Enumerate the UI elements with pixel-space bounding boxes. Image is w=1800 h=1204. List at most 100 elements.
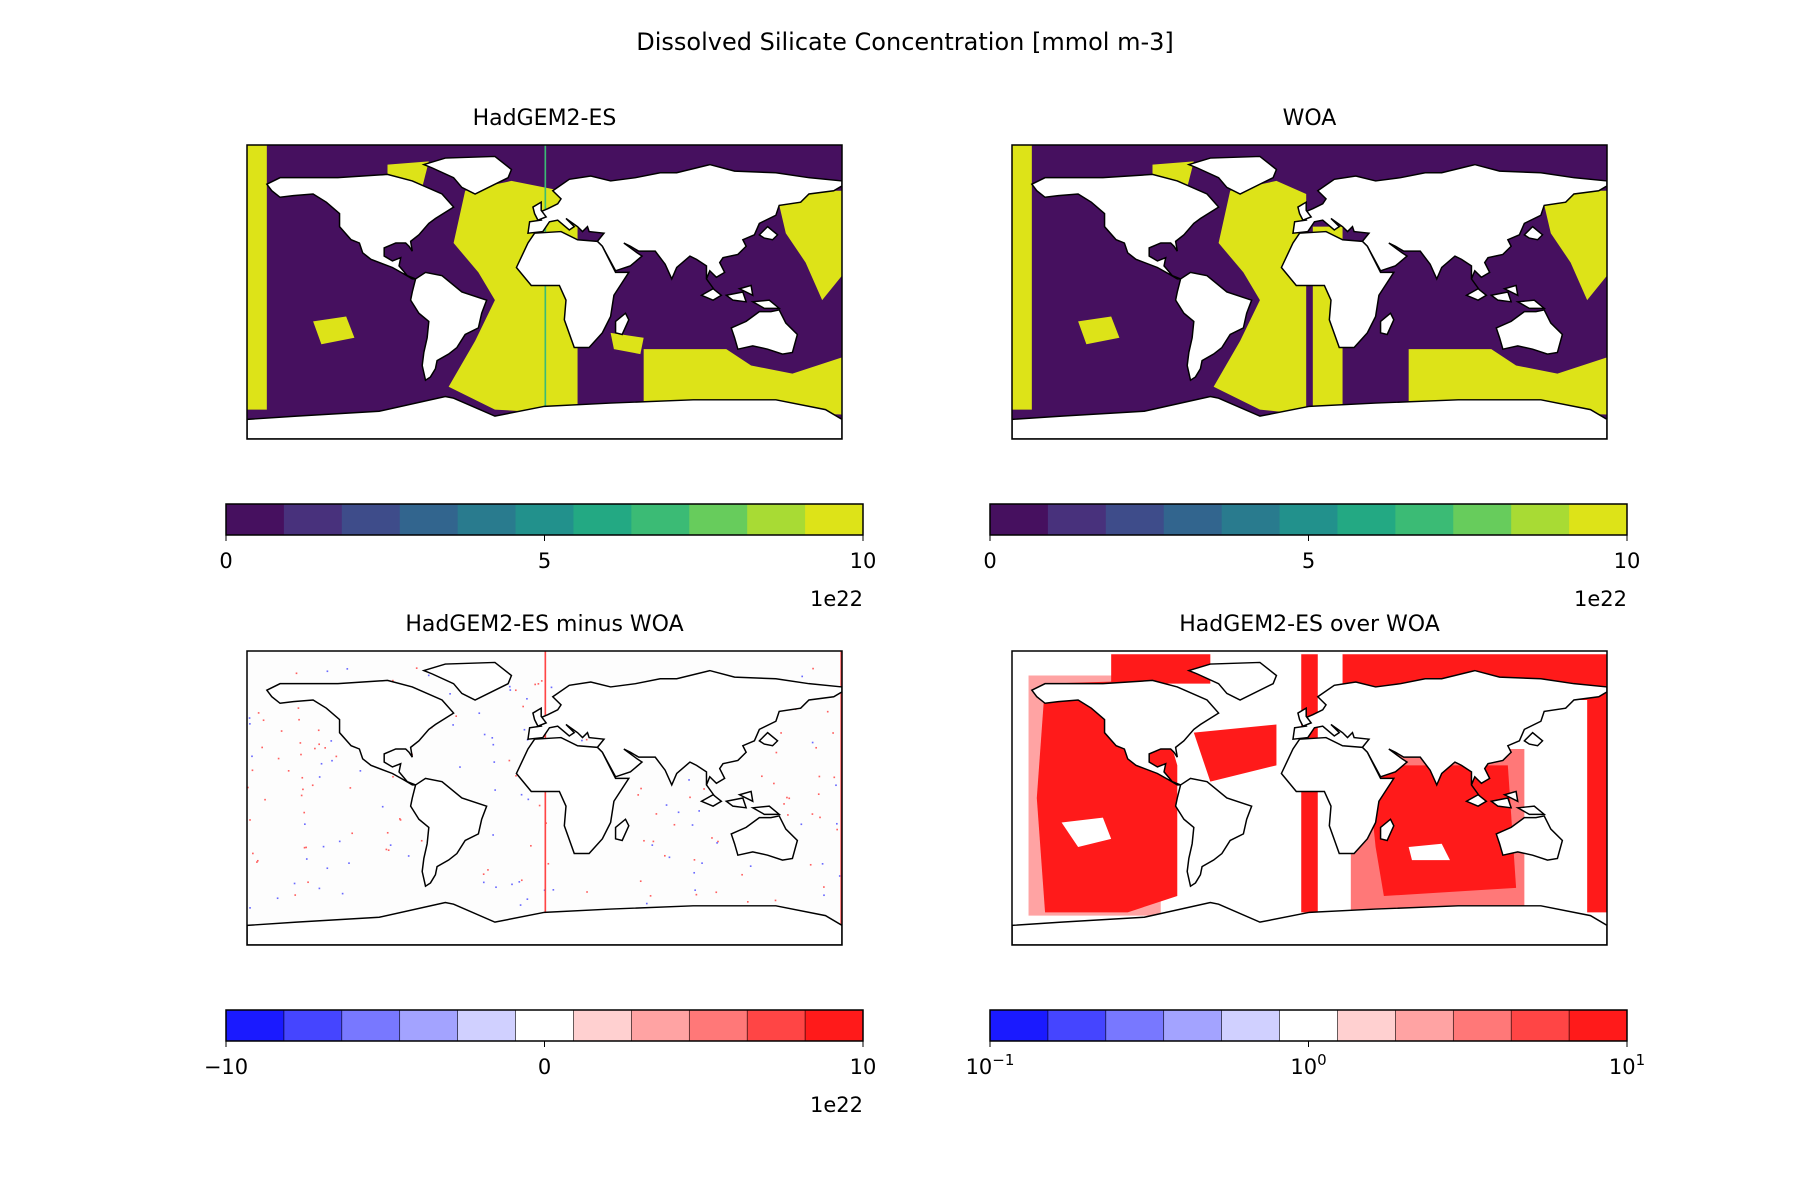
- map-panel: [1012, 145, 1607, 439]
- map-frame: [246, 144, 843, 440]
- difference-point: [550, 686, 553, 689]
- seam-line: [840, 651, 842, 926]
- colorbar-segment: [1569, 504, 1628, 535]
- difference-point: [637, 794, 640, 796]
- colorbar-segment: [283, 504, 343, 535]
- difference-point: [264, 798, 266, 801]
- colorbar-segment: [1395, 1010, 1454, 1041]
- difference-point: [823, 886, 825, 888]
- difference-point: [826, 710, 829, 713]
- colorbar-segment: [515, 1010, 574, 1041]
- field-region: [1587, 700, 1607, 913]
- difference-point: [694, 889, 696, 892]
- difference-point: [302, 788, 304, 791]
- difference-point: [518, 881, 521, 883]
- difference-point: [492, 743, 495, 746]
- difference-point: [526, 697, 528, 700]
- difference-point: [297, 707, 300, 709]
- colorbar-offset-label: 1e22: [810, 1093, 863, 1117]
- map-panel: [247, 651, 842, 945]
- difference-point: [287, 770, 290, 772]
- panel-title: HadGEM2-ES minus WOA: [405, 612, 683, 637]
- difference-point: [774, 899, 777, 902]
- colorbar-segment: [1511, 1010, 1570, 1041]
- difference-point: [812, 667, 814, 670]
- difference-point: [698, 810, 700, 812]
- colorbar-segment: [341, 504, 401, 535]
- difference-point: [251, 755, 253, 758]
- difference-point: [392, 775, 394, 778]
- difference-point: [318, 887, 321, 890]
- difference-point: [530, 844, 532, 847]
- colorbar-tick-label: 100: [1290, 1051, 1326, 1079]
- difference-point: [262, 719, 265, 722]
- difference-point: [664, 854, 666, 857]
- colorbar-offset-label: 1e22: [1574, 587, 1627, 611]
- colorbar-segment: [1105, 1010, 1165, 1041]
- difference-point: [294, 894, 297, 896]
- difference-point: [399, 819, 402, 821]
- difference-point: [639, 880, 642, 883]
- difference-point: [298, 718, 300, 721]
- field-region: [1408, 843, 1450, 861]
- colorbar-tick-label: −10: [204, 1055, 248, 1079]
- difference-point: [386, 831, 389, 834]
- colorbar-segment: [1221, 504, 1281, 535]
- difference-point: [494, 789, 496, 791]
- difference-point: [749, 865, 752, 867]
- difference-point: [581, 739, 583, 742]
- colorbar-segment: [1221, 1010, 1281, 1041]
- difference-point: [836, 828, 838, 831]
- colorbar-segment: [805, 504, 864, 535]
- difference-point: [359, 770, 362, 772]
- colorbar-tick-label: 5: [538, 549, 551, 573]
- difference-point: [303, 811, 306, 814]
- difference-point: [482, 873, 485, 876]
- field-region: [247, 145, 267, 410]
- difference-point: [717, 840, 719, 843]
- colorbar-segment: [457, 504, 517, 535]
- colorbar-segment: [1163, 504, 1223, 535]
- difference-point: [261, 746, 263, 749]
- field-region: [1111, 654, 1211, 684]
- difference-point: [527, 798, 530, 801]
- difference-point: [300, 753, 302, 756]
- figure-title: Dissolved Silicate Concentration [mmol m…: [636, 28, 1173, 56]
- colorbar-tick-label: 10−1: [966, 1051, 1015, 1079]
- difference-point: [493, 761, 496, 763]
- difference-point: [780, 732, 782, 734]
- panel-title: HadGEM2-ES over WOA: [1179, 612, 1440, 637]
- difference-point: [773, 782, 775, 785]
- colorbar-segment: [1337, 1010, 1396, 1041]
- colorbar-segment: [341, 1010, 401, 1041]
- colorbar-tick-label: 10: [1614, 549, 1641, 573]
- difference-point: [427, 674, 430, 677]
- difference-point: [249, 723, 251, 725]
- difference-point: [305, 858, 308, 860]
- difference-point: [300, 794, 303, 797]
- panel-title: WOA: [1283, 106, 1337, 131]
- difference-point: [801, 675, 804, 678]
- difference-point: [326, 670, 329, 673]
- difference-point: [252, 852, 254, 855]
- difference-point: [746, 901, 749, 903]
- difference-point: [320, 762, 323, 765]
- difference-point: [817, 793, 820, 796]
- difference-point: [836, 822, 838, 825]
- difference-point: [387, 849, 390, 852]
- field-region: [775, 190, 842, 301]
- difference-point: [295, 672, 298, 675]
- difference-point: [483, 733, 486, 736]
- difference-point: [665, 804, 668, 806]
- difference-point: [832, 732, 834, 734]
- colorbar-segment: [226, 504, 285, 535]
- difference-point: [537, 683, 540, 685]
- difference-point: [348, 862, 350, 864]
- difference-point: [311, 784, 314, 787]
- difference-point: [392, 679, 394, 682]
- difference-point: [775, 751, 778, 754]
- difference-point: [509, 689, 512, 691]
- difference-point: [522, 705, 524, 708]
- difference-point: [415, 667, 418, 669]
- colorbar-tick-label: 101: [1609, 1051, 1645, 1079]
